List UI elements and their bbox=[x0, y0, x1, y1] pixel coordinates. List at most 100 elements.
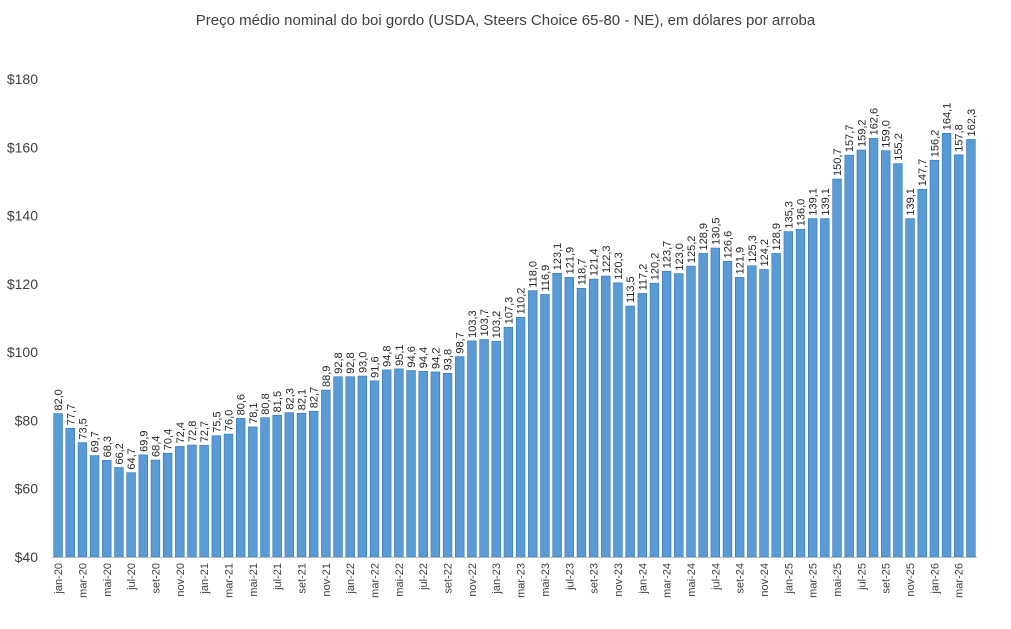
data-label: 123,7 bbox=[662, 241, 674, 269]
bar bbox=[260, 417, 270, 558]
data-label: 156,2 bbox=[929, 130, 941, 158]
bar bbox=[917, 188, 927, 558]
y-tick-label: $60 bbox=[15, 481, 39, 497]
bar bbox=[844, 154, 854, 558]
bar bbox=[187, 444, 197, 558]
data-label: 139,1 bbox=[820, 188, 832, 216]
data-label: 103,3 bbox=[467, 310, 479, 338]
data-label: 126,6 bbox=[722, 231, 734, 259]
data-label: 82,7 bbox=[309, 387, 321, 408]
data-label: 82,0 bbox=[53, 389, 65, 410]
data-label: 155,2 bbox=[893, 133, 905, 161]
x-tick-label: jul-24 bbox=[710, 563, 722, 591]
bar bbox=[248, 426, 258, 558]
bar-series bbox=[53, 132, 976, 558]
data-label: 93,0 bbox=[357, 352, 369, 373]
bar bbox=[382, 369, 392, 558]
bar bbox=[881, 150, 891, 558]
data-label: 93,8 bbox=[443, 349, 455, 370]
y-tick-label: $160 bbox=[7, 139, 38, 155]
bar bbox=[941, 132, 952, 558]
data-label: 68,4 bbox=[150, 436, 162, 457]
x-tick-label: mar-25 bbox=[808, 563, 820, 598]
data-label: 94,2 bbox=[430, 348, 442, 369]
bar bbox=[929, 159, 940, 558]
bar bbox=[345, 376, 355, 558]
data-label: 120,2 bbox=[649, 253, 661, 281]
bar bbox=[333, 376, 343, 558]
data-label: 121,9 bbox=[735, 247, 747, 275]
bar bbox=[637, 293, 647, 558]
bar bbox=[162, 452, 173, 558]
data-label: 82,1 bbox=[297, 389, 309, 410]
bar bbox=[808, 218, 818, 558]
data-label: 92,8 bbox=[345, 352, 357, 373]
data-label: 157,7 bbox=[844, 125, 856, 153]
data-label: 69,7 bbox=[90, 431, 102, 452]
x-tick-label: jul-23 bbox=[564, 563, 576, 591]
y-tick-label: $80 bbox=[15, 412, 39, 428]
data-label: 120,3 bbox=[613, 252, 625, 280]
bar bbox=[625, 305, 635, 558]
bar bbox=[369, 380, 380, 558]
bar bbox=[89, 455, 100, 558]
data-label: 125,3 bbox=[747, 235, 759, 263]
x-tick-label: mar-26 bbox=[954, 563, 966, 598]
x-tick-label: set-24 bbox=[735, 563, 747, 594]
data-label: 118,0 bbox=[528, 261, 540, 288]
bar bbox=[868, 138, 879, 558]
bar bbox=[856, 149, 867, 558]
bar bbox=[759, 269, 769, 558]
data-label: 80,6 bbox=[236, 394, 248, 415]
bar bbox=[491, 340, 501, 558]
data-label: 64,7 bbox=[126, 448, 138, 469]
data-label: 135,3 bbox=[783, 201, 795, 229]
data-label: 76,0 bbox=[223, 410, 235, 431]
bar bbox=[686, 265, 696, 558]
x-tick-label: mai-22 bbox=[394, 563, 406, 597]
data-label: 110,2 bbox=[516, 288, 528, 315]
bar bbox=[564, 277, 574, 558]
data-label: 116,9 bbox=[540, 265, 552, 292]
x-axis: jan-20 mar-20 mai-20 jul-20 set-20 nov-20 jan-… bbox=[52, 557, 977, 598]
bar bbox=[406, 370, 416, 558]
x-tick-label: jan-24 bbox=[637, 563, 649, 595]
data-label: 103,2 bbox=[491, 311, 503, 339]
data-label: 128,9 bbox=[698, 223, 710, 251]
x-tick-label: mai-25 bbox=[832, 563, 844, 597]
bar bbox=[588, 278, 599, 558]
data-label: 136,0 bbox=[796, 199, 808, 227]
data-label: 128,9 bbox=[771, 223, 783, 251]
bar bbox=[77, 442, 88, 558]
x-tick-label: nov-24 bbox=[759, 563, 771, 597]
bar bbox=[321, 389, 331, 558]
x-tick-label: jul-22 bbox=[418, 563, 430, 591]
data-label: 92,8 bbox=[333, 352, 345, 373]
bar bbox=[734, 277, 745, 558]
data-label: 94,4 bbox=[418, 347, 430, 368]
bar bbox=[235, 418, 246, 558]
bar bbox=[795, 228, 806, 558]
bar bbox=[284, 412, 295, 558]
x-tick-label: nov-21 bbox=[321, 563, 333, 597]
x-tick-label: set-23 bbox=[589, 563, 601, 594]
data-label: 147,7 bbox=[917, 159, 929, 187]
bar bbox=[954, 154, 964, 558]
data-label: 82,3 bbox=[284, 388, 296, 409]
bar bbox=[661, 270, 672, 558]
data-label: 88,9 bbox=[321, 366, 333, 387]
bar bbox=[455, 356, 465, 558]
data-label: 107,3 bbox=[503, 297, 515, 325]
data-label: 98,7 bbox=[455, 332, 467, 353]
bar bbox=[394, 368, 404, 558]
y-tick-label: $180 bbox=[7, 71, 38, 87]
bar bbox=[175, 446, 185, 558]
data-label: 150,7 bbox=[832, 149, 844, 177]
x-tick-label: jul-21 bbox=[272, 563, 284, 591]
x-tick-label: mar-23 bbox=[516, 563, 528, 598]
bar bbox=[503, 326, 514, 558]
data-label: 72,8 bbox=[187, 421, 199, 442]
bar bbox=[430, 371, 441, 558]
